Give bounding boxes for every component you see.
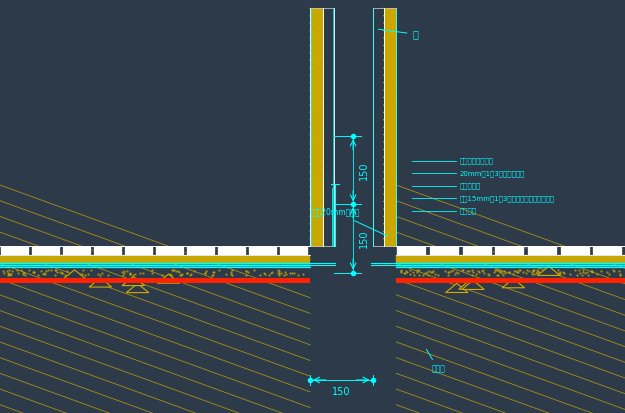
Bar — [0, 255, 310, 263]
Bar — [31, 246, 59, 255]
Bar — [322, 8, 334, 246]
Bar — [248, 246, 276, 255]
Text: 找平20mm砂浆铺: 找平20mm砂浆铺 — [312, 208, 388, 236]
Text: 防水层材料: 防水层材料 — [459, 183, 481, 189]
Bar — [429, 246, 459, 255]
Bar — [494, 246, 524, 255]
Text: 能（施工总计量）: 能（施工总计量） — [459, 158, 493, 164]
Text: 砖: 砖 — [378, 29, 418, 39]
Polygon shape — [89, 278, 112, 287]
Text: 150: 150 — [332, 387, 351, 397]
Bar — [124, 246, 152, 255]
Text: 混凝土: 混凝土 — [426, 349, 445, 374]
Bar — [93, 246, 121, 255]
Text: 细石15mm厚1：3水泥砂浆找平层，钢地盘: 细石15mm厚1：3水泥砂浆找平层，钢地盘 — [459, 195, 554, 202]
Bar — [310, 8, 322, 246]
Bar — [592, 246, 622, 255]
Bar — [559, 246, 590, 255]
Text: 20mm厚1：3水泥砂浆抹面: 20mm厚1：3水泥砂浆抹面 — [459, 170, 525, 177]
Polygon shape — [538, 266, 560, 275]
Bar — [186, 246, 214, 255]
Polygon shape — [462, 280, 484, 290]
Bar — [0, 246, 29, 255]
Bar — [279, 246, 308, 255]
Bar — [396, 263, 625, 268]
Polygon shape — [122, 277, 144, 286]
Bar — [384, 8, 396, 246]
Polygon shape — [63, 270, 86, 279]
Text: 混凝土板: 混凝土板 — [459, 207, 476, 214]
Bar — [0, 278, 310, 283]
Text: 150: 150 — [359, 161, 369, 180]
Polygon shape — [446, 283, 468, 292]
Polygon shape — [126, 284, 149, 293]
Bar — [155, 246, 184, 255]
Bar — [372, 8, 384, 246]
Bar — [396, 255, 625, 263]
Polygon shape — [158, 274, 180, 283]
Bar — [62, 246, 91, 255]
Text: 150: 150 — [359, 229, 369, 248]
Polygon shape — [459, 280, 481, 289]
Bar — [462, 246, 492, 255]
Bar — [217, 246, 246, 255]
Bar — [396, 278, 625, 283]
Bar — [0, 263, 310, 268]
Bar — [396, 246, 426, 255]
Bar — [527, 246, 557, 255]
Polygon shape — [502, 279, 524, 288]
